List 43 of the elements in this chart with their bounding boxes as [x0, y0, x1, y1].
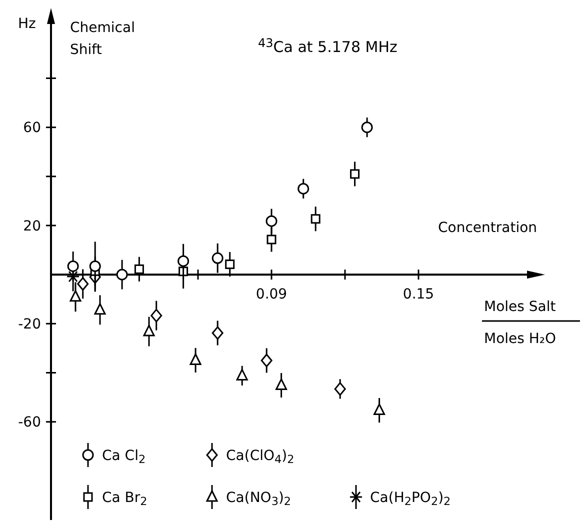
point [260, 354, 272, 368]
point [225, 260, 235, 270]
x-axis-title: Concentration [438, 220, 538, 236]
point [89, 260, 101, 272]
point [178, 255, 190, 267]
point [134, 264, 144, 274]
point [66, 270, 80, 282]
x-tick-label: 0.09 [256, 286, 288, 303]
point [150, 308, 162, 322]
point [212, 326, 224, 340]
legend-label: Ca(NO$_{3}$)$_{2}$ [226, 490, 292, 508]
point [361, 122, 373, 134]
point [266, 215, 278, 227]
point [143, 324, 155, 336]
text: Hz [18, 16, 36, 32]
legend-label: Ca Cl$_{2}$ [102, 448, 146, 466]
point [276, 378, 288, 390]
annotation: Moles H₂O [484, 331, 556, 347]
point [116, 268, 128, 280]
point [67, 260, 79, 272]
y-tick-label: 60 [23, 120, 41, 136]
legend-label: Ca Br$_{2}$ [102, 490, 148, 508]
legend-label: Ca(ClO$_{4}$)$_{2}$ [226, 448, 294, 466]
point [77, 277, 89, 291]
point [266, 234, 276, 244]
point [70, 290, 82, 302]
point [310, 214, 320, 224]
y-axis-title: Chemical Shift [70, 20, 135, 58]
text: $^{43}$Ca at 5.178 MHz [258, 36, 398, 56]
y-tick-label: -20 [18, 316, 41, 333]
point [212, 252, 224, 264]
x-tick-label: 0.15 [402, 286, 434, 303]
point [190, 353, 202, 365]
point [374, 404, 386, 416]
point [94, 303, 106, 315]
y-tick-label: 20 [23, 218, 41, 234]
legend-label: Ca(H$_{2}$PO$_{2}$)$_{2}$ [370, 490, 451, 508]
point [350, 169, 360, 179]
point [298, 182, 310, 194]
point [334, 382, 346, 396]
annotation: Moles Salt [484, 299, 556, 315]
y-tick-label: -60 [18, 414, 41, 431]
point [236, 368, 248, 380]
